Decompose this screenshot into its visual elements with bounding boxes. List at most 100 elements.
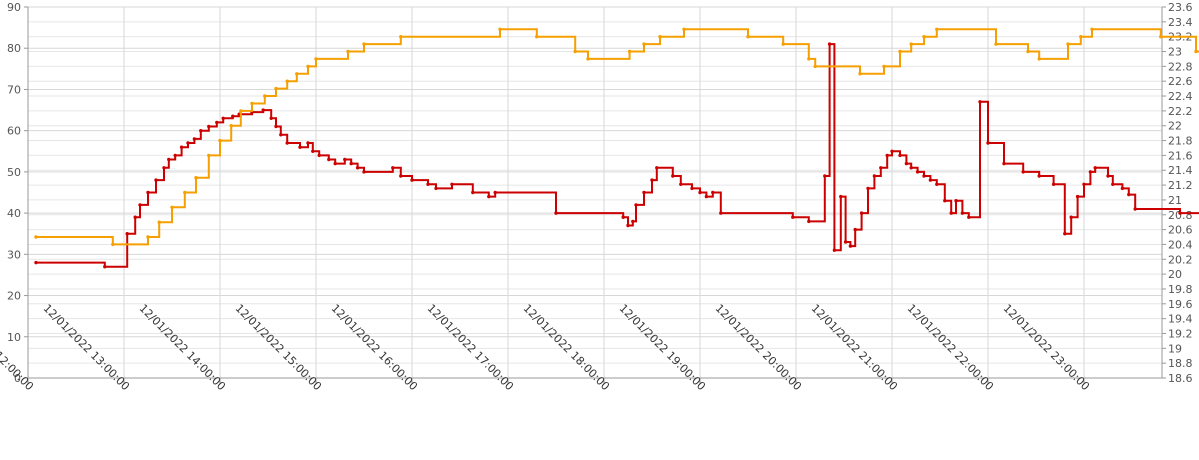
- y-axis-left-ticks: 0 10 20 30 40 50 60 70 80 90: [7, 1, 21, 385]
- series-1-point: [746, 35, 750, 39]
- series-1-point: [306, 64, 310, 69]
- series-0-point: [207, 124, 211, 129]
- series-0-point: [909, 166, 913, 170]
- series-0-point: [362, 170, 366, 174]
- series-0-point: [125, 232, 129, 236]
- series-0-point: [928, 178, 933, 182]
- series-0-point: [1082, 182, 1086, 186]
- series-0-point: [333, 161, 337, 166]
- series-1-point: [274, 86, 278, 91]
- series-0-point: [859, 211, 864, 215]
- series-0-point: [848, 244, 853, 248]
- series-0-point: [986, 141, 990, 145]
- series-1-point: [658, 35, 662, 39]
- series-0-point: [279, 133, 283, 137]
- axes: [24, 6, 1166, 383]
- x-tick-label: 12/01/2022 22:00:00: [905, 302, 996, 393]
- series-1-point: [239, 109, 243, 113]
- series-1-point: [882, 64, 886, 69]
- series-0-point: [922, 174, 926, 178]
- y-left-tick-label: 0: [14, 372, 21, 385]
- y-left-tick-label: 20: [7, 290, 21, 303]
- series-1-point: [858, 72, 862, 76]
- x-tick-label: 12/01/2022 14:00:00: [137, 302, 228, 393]
- series-0-point: [827, 42, 832, 46]
- series-0-point: [679, 182, 683, 186]
- y-right-tick-label: 19.4: [1168, 313, 1193, 326]
- series-1-point: [218, 138, 222, 143]
- x-tick-label: 12/01/2022 23:00:00: [1001, 302, 1092, 393]
- series-1-point: [935, 27, 939, 31]
- y-right-tick-label: 21.8: [1168, 135, 1193, 148]
- series-0-point: [1127, 192, 1131, 197]
- series-0-point: [853, 227, 857, 232]
- series-0-point: [146, 190, 150, 195]
- y-left-tick-label: 90: [7, 1, 21, 14]
- series-0-point: [1111, 182, 1115, 186]
- series-0-point: [1063, 232, 1067, 236]
- series-1-point: [399, 35, 403, 39]
- series-0-point: [343, 157, 347, 162]
- series-1-point: [1066, 42, 1070, 46]
- series-0-point: [1051, 182, 1056, 186]
- y-right-tick-label: 21.4: [1168, 164, 1193, 177]
- series-0-point: [450, 182, 454, 186]
- series-0-point: [904, 161, 909, 166]
- series-1-point: [807, 57, 811, 61]
- series-0-point: [426, 182, 430, 186]
- series-0-point: [704, 194, 709, 199]
- series-1-point: [207, 153, 211, 158]
- series-0-point: [655, 166, 659, 170]
- y-left-tick-label: 80: [7, 42, 21, 55]
- x-tick-label: 12/01/2022 21:00:00: [809, 302, 900, 393]
- series-0-point: [1002, 161, 1006, 166]
- y-right-tick-label: 20.8: [1168, 209, 1193, 222]
- series-layer: [34, 27, 1199, 269]
- series-1-point: [573, 49, 577, 54]
- series-0-point: [671, 174, 675, 178]
- y-right-tick-label: 23.6: [1168, 1, 1193, 14]
- series-1-point: [1079, 35, 1083, 39]
- y-left-tick-label: 40: [7, 207, 21, 220]
- y-left-tick-label: 70: [7, 83, 21, 96]
- series-0-point: [1069, 215, 1073, 219]
- series-0-point: [807, 219, 811, 224]
- y-left-tick-label: 10: [7, 331, 21, 344]
- series-0-point: [634, 203, 638, 207]
- y-right-tick-label: 20.4: [1168, 238, 1193, 251]
- series-0-point: [1088, 170, 1093, 174]
- series-0-point: [650, 178, 654, 182]
- series-0-point: [327, 157, 331, 162]
- series-0-point: [1120, 186, 1125, 191]
- series-0-point: [285, 141, 289, 145]
- series-0-point: [823, 174, 827, 178]
- x-tick-label: 12/01/2022 17:00:00: [425, 302, 516, 393]
- series-0-point: [221, 116, 225, 121]
- y-right-tick-label: 22.6: [1168, 75, 1193, 88]
- series-0-point: [719, 211, 723, 215]
- y-right-tick-label: 21.6: [1168, 149, 1193, 162]
- y-right-tick-label: 22: [1168, 120, 1182, 133]
- series-0-point: [943, 199, 947, 203]
- series-1-point: [362, 42, 366, 46]
- series-1-point: [642, 42, 646, 46]
- series-1-point: [346, 49, 350, 54]
- y-right-tick-label: 19.2: [1168, 327, 1193, 340]
- series-0-point: [215, 120, 219, 125]
- series-0-point: [621, 215, 625, 219]
- series-0-point: [199, 129, 203, 133]
- series-1-point: [1194, 49, 1198, 54]
- y-right-tick-label: 22.2: [1168, 105, 1193, 118]
- y-right-tick-label: 19: [1168, 342, 1182, 355]
- series-0-point: [1093, 166, 1097, 170]
- y-left-tick-label: 30: [7, 248, 21, 261]
- series-0-point: [791, 215, 795, 219]
- series-0-point: [1037, 174, 1041, 178]
- series-1-point: [781, 42, 785, 46]
- series-0-point: [192, 137, 197, 141]
- series-0-point: [410, 178, 414, 182]
- series-0-point: [103, 265, 107, 269]
- series-0-point: [885, 153, 889, 158]
- series-0-point: [690, 186, 694, 191]
- series-1-point: [1026, 49, 1030, 54]
